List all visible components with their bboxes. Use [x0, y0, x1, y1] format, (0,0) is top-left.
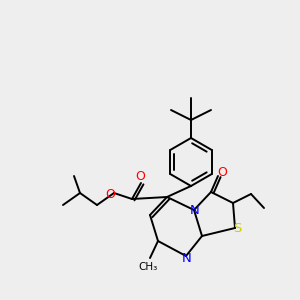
Text: CH₃: CH₃ — [138, 262, 158, 272]
Text: O: O — [135, 170, 145, 184]
Text: O: O — [217, 166, 227, 178]
Text: N: N — [182, 251, 192, 265]
Text: O: O — [105, 188, 115, 200]
Text: S: S — [233, 223, 241, 236]
Text: N: N — [190, 203, 200, 217]
